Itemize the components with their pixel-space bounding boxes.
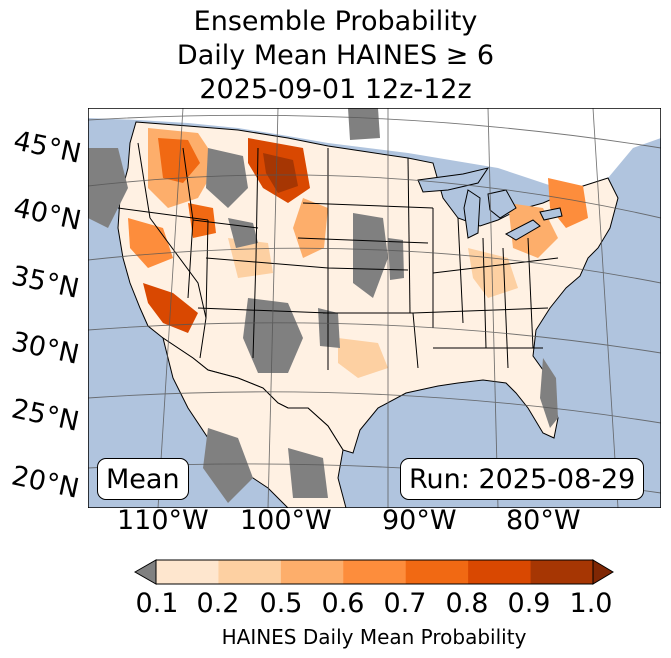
lat-label-20n: 20°N xyxy=(8,460,82,505)
lon-label-80w: 80°W xyxy=(506,505,581,536)
colorbar-tick: 0.7 xyxy=(383,588,427,619)
colorbar-bins xyxy=(156,560,594,584)
run-date-box: Run: 2025-08-29 xyxy=(400,458,645,500)
lat-label-25n: 25°N xyxy=(8,393,82,438)
map-title-line-3: 2025-09-01 12z-12z xyxy=(199,74,472,105)
colorbar-under-arrow xyxy=(133,559,157,585)
colorbar-bin xyxy=(218,560,282,584)
colorbar-tick: 0.9 xyxy=(507,588,551,619)
colorbar-bin xyxy=(405,560,469,584)
colorbar-bin xyxy=(530,560,594,584)
colorbar-tick: 0.6 xyxy=(321,588,365,619)
lon-label-110w: 110°W xyxy=(117,505,209,536)
colorbar-tick: 0.1 xyxy=(135,588,179,619)
colorbar-label: HAINES Daily Mean Probability xyxy=(221,625,527,649)
colorbar-tick: 1.0 xyxy=(569,588,613,619)
colorbar-tick: 0.8 xyxy=(445,588,489,619)
lon-label-90w: 90°W xyxy=(382,505,457,536)
colorbar-bin xyxy=(468,560,532,584)
map-title-line-1: Ensemble Probability xyxy=(193,6,478,37)
colorbar-bin xyxy=(280,560,344,584)
colorbar-over-arrow xyxy=(592,559,614,585)
lat-label-30n: 30°N xyxy=(8,326,82,371)
graticule xyxy=(88,108,661,508)
lat-label-45n: 45°N xyxy=(10,125,84,170)
colorbar-tick: 0.5 xyxy=(259,588,303,619)
great-lakes xyxy=(417,167,563,241)
lon-label-100w: 100°W xyxy=(240,505,332,536)
colorbar xyxy=(133,559,614,585)
probability-map xyxy=(88,108,661,508)
canada-landmass xyxy=(88,108,661,203)
colorbar-tick: 0.2 xyxy=(196,588,240,619)
map-title-line-2: Daily Mean HAINES ≥ 6 xyxy=(176,40,495,71)
colorbar-bin xyxy=(156,560,219,584)
statistic-box: Mean xyxy=(97,458,189,500)
lat-label-35n: 35°N xyxy=(8,260,82,305)
lat-label-40n: 40°N xyxy=(10,192,84,237)
colorbar-bin xyxy=(343,560,407,584)
